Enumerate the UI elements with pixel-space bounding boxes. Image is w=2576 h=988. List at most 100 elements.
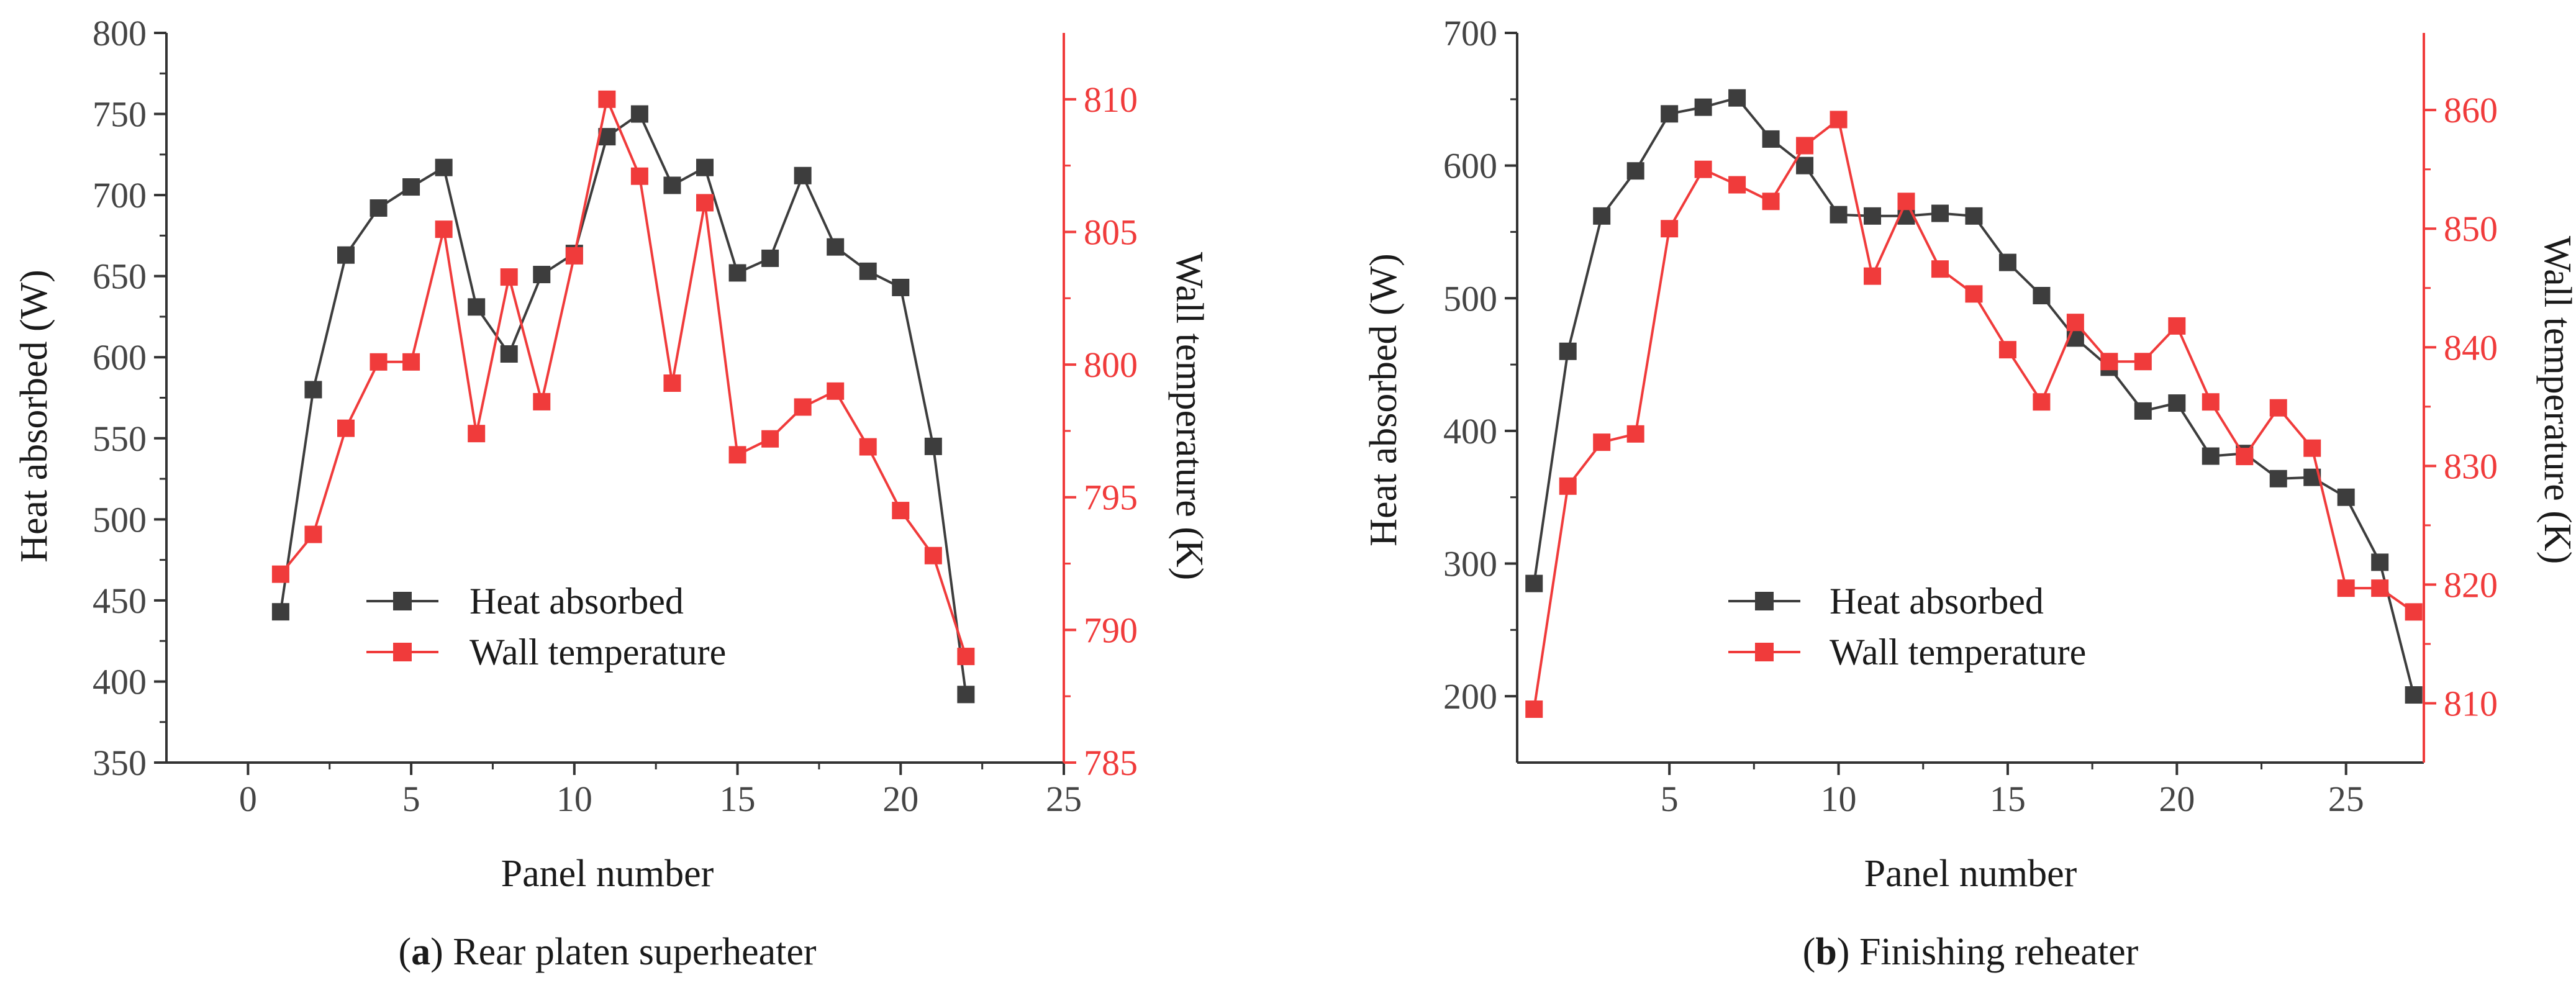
series-line-wall-temperature: [279, 97, 968, 657]
y-left-tick-label: 800: [93, 13, 147, 53]
data-point-wall-temperature: [892, 502, 910, 520]
data-point-heat-absorbed: [859, 262, 877, 280]
panel-a-y-left-ticks: 350 400 450 500 550 600 650 700 750 800: [93, 13, 166, 783]
data-point-wall-temperature: [924, 546, 942, 564]
data-point-wall-temperature: [1931, 260, 1949, 278]
data-point-wall-temperature: [598, 90, 616, 108]
panel-b-legend: Heat absorbed Wall temperature: [1728, 581, 2086, 673]
x-tick-label: 0: [239, 779, 257, 819]
data-point-wall-temperature: [533, 392, 551, 410]
panel-a-x-axis-label: Panel number: [501, 853, 714, 895]
data-point-heat-absorbed: [1525, 574, 1543, 592]
x-tick-label: 15: [1990, 779, 2026, 819]
panel-a-legend-wall-temperature: Wall temperature: [469, 632, 726, 673]
data-point-wall-temperature: [468, 425, 486, 443]
data-point-wall-temperature: [1525, 700, 1543, 718]
data-point-wall-temperature: [1864, 267, 1882, 285]
data-point-wall-temperature: [794, 398, 812, 416]
data-point-heat-absorbed: [304, 381, 322, 399]
data-point-wall-temperature: [1897, 193, 1915, 211]
chart-panel-b: 5 10 15 20 25 200 300 400 500 600 700 810 820 830 84…: [1363, 13, 2576, 973]
panel-b-y-left-ticks: 200 300 400 500 600 700: [1443, 13, 1517, 717]
series-line-heat-absorbed: [279, 112, 968, 695]
data-point-wall-temperature: [2202, 393, 2220, 411]
panel-b-x-axis-label: Panel number: [1864, 853, 2077, 895]
panel-a-y-right-ticks: 785 790 795 800 805 810: [1064, 79, 1138, 783]
y-left-tick-label: 400: [93, 661, 147, 702]
data-point-heat-absorbed: [1762, 130, 1780, 148]
data-point-wall-temperature: [2134, 353, 2152, 371]
data-point-heat-absorbed: [370, 199, 388, 217]
data-point-wall-temperature: [1998, 341, 2016, 359]
data-point-wall-temperature: [827, 382, 845, 400]
data-point-wall-temperature: [1626, 425, 1644, 443]
data-point-heat-absorbed: [1830, 206, 1848, 224]
data-point-heat-absorbed: [402, 178, 420, 196]
panel-b-y-left-axis-label: Heat absorbed (W): [1363, 253, 1405, 546]
y-right-tick-label: 800: [1084, 345, 1138, 385]
panel-b-x-ticks: 5 10 15 20 25: [1661, 763, 2364, 819]
data-point-heat-absorbed: [1998, 253, 2016, 271]
y-right-tick-label: 805: [1084, 212, 1138, 252]
data-point-heat-absorbed: [2168, 394, 2186, 412]
data-point-wall-temperature: [2168, 317, 2186, 335]
panel-a-legend: Heat absorbed Wall temperature: [366, 581, 726, 673]
panel-a-caption: (a) Rear platen superheater: [398, 931, 816, 973]
data-point-heat-absorbed: [892, 278, 910, 296]
y-left-tick-label: 600: [1443, 146, 1497, 186]
panel-b-y-right-ticks: 810 820 830 840 850 860: [2424, 90, 2498, 723]
x-tick-label: 15: [720, 779, 756, 819]
data-point-wall-temperature: [1728, 176, 1746, 194]
panel-a-x-ticks: 0 5 10 15 20 25: [239, 763, 1082, 819]
panel-b-caption: (b) Finishing reheater: [1803, 931, 2139, 973]
data-point-heat-absorbed: [1694, 98, 1712, 116]
panel-b-caption-letter: b: [1815, 931, 1836, 973]
data-point-heat-absorbed: [2134, 402, 2152, 420]
x-tick-label: 25: [1046, 779, 1082, 819]
data-point-heat-absorbed: [924, 437, 942, 455]
data-point-wall-temperature: [630, 167, 648, 185]
data-point-heat-absorbed: [1728, 89, 1746, 107]
y-right-tick-label: 785: [1084, 743, 1138, 783]
data-point-heat-absorbed: [2337, 488, 2355, 506]
data-point-wall-temperature: [728, 446, 746, 464]
panel-a-legend-heat-absorbed: Heat absorbed: [469, 581, 684, 622]
data-point-wall-temperature: [1559, 477, 1577, 495]
data-point-heat-absorbed: [468, 298, 486, 316]
data-point-heat-absorbed: [1965, 207, 1983, 225]
data-point-heat-absorbed: [663, 176, 681, 194]
y-left-tick-label: 550: [93, 419, 147, 459]
data-point-wall-temperature: [402, 353, 420, 371]
panel-b-caption-title: Finishing reheater: [1859, 931, 2139, 973]
data-point-wall-temperature: [435, 220, 453, 238]
data-point-wall-temperature: [337, 419, 355, 437]
data-point-wall-temperature: [304, 525, 322, 543]
data-point-heat-absorbed: [1559, 342, 1577, 360]
data-point-wall-temperature: [1762, 193, 1780, 211]
y-left-tick-label: 600: [93, 337, 147, 378]
y-left-tick-label: 500: [1443, 278, 1497, 319]
y-left-tick-label: 650: [93, 256, 147, 297]
panel-a-series: [271, 90, 975, 704]
y-right-tick-label: 795: [1084, 478, 1138, 518]
panel-a-caption-letter: a: [411, 931, 430, 973]
data-point-wall-temperature: [2066, 314, 2084, 332]
data-point-wall-temperature: [565, 247, 583, 265]
data-point-wall-temperature: [2303, 439, 2321, 457]
x-tick-label: 25: [2328, 779, 2364, 819]
x-tick-label: 10: [1821, 779, 1857, 819]
data-point-heat-absorbed: [728, 264, 746, 282]
data-point-wall-temperature: [1593, 433, 1611, 451]
data-point-wall-temperature: [1965, 285, 1983, 303]
data-point-heat-absorbed: [271, 603, 289, 621]
y-left-tick-label: 450: [93, 581, 147, 621]
data-point-heat-absorbed: [2033, 287, 2051, 304]
y-right-tick-label: 860: [2444, 90, 2498, 130]
panel-a-caption-title: Rear platen superheater: [453, 931, 817, 973]
data-point-heat-absorbed: [1593, 207, 1611, 225]
panel-b-series: [1525, 89, 2423, 718]
data-point-wall-temperature: [2405, 603, 2423, 621]
x-tick-label: 20: [2159, 779, 2195, 819]
data-point-heat-absorbed: [1796, 156, 1814, 174]
y-left-tick-label: 400: [1443, 411, 1497, 451]
